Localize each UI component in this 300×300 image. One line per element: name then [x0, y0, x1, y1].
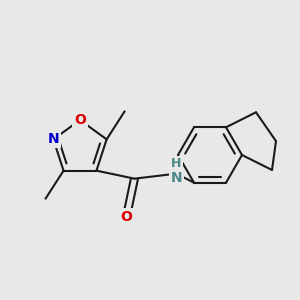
Text: H: H — [171, 157, 182, 170]
Text: O: O — [74, 113, 86, 127]
Text: O: O — [121, 210, 132, 224]
Text: N: N — [48, 132, 59, 146]
Text: N: N — [171, 171, 182, 185]
